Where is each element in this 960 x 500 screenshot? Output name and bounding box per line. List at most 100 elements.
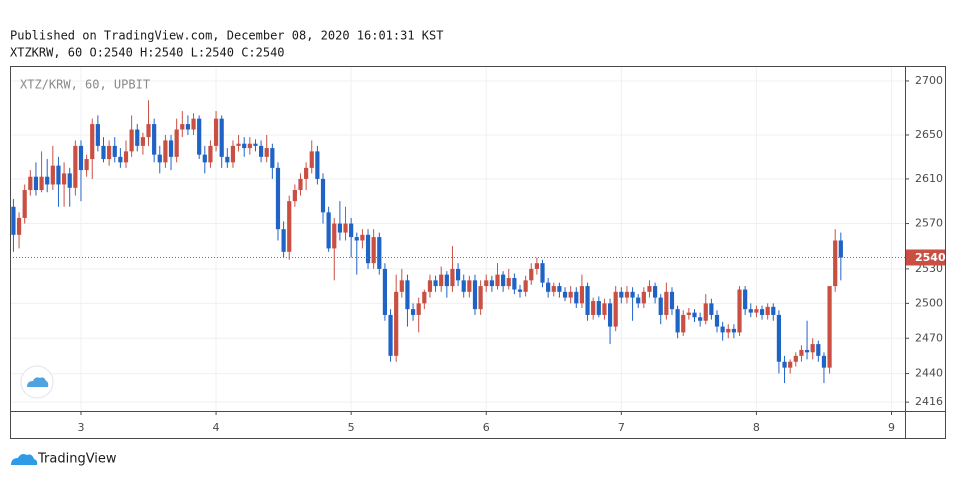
candle-body: [416, 303, 421, 315]
frame: [10, 66, 946, 439]
candle-body: [523, 280, 528, 292]
watermark: XTZ/KRW, 60, UPBIT: [20, 78, 150, 92]
candle-body: [579, 286, 585, 304]
candle-body: [765, 306, 770, 315]
candle-body: [759, 309, 765, 315]
candle-body: [709, 303, 714, 315]
candle-body: [332, 223, 337, 249]
candle-body: [726, 328, 731, 333]
y-tick-label: 2500: [915, 296, 943, 309]
candle-body: [174, 129, 179, 157]
candle-body: [90, 124, 95, 160]
candle-body: [304, 167, 309, 179]
candle-body: [320, 178, 326, 213]
candle-body: [95, 124, 100, 146]
candle-body: [810, 344, 815, 353]
candle-body: [101, 145, 106, 160]
candle-body: [636, 297, 641, 304]
candle-body: [602, 303, 607, 315]
candle-body: [146, 124, 151, 138]
candle-body: [247, 143, 252, 149]
candle-body: [568, 291, 573, 298]
candle-body: [714, 314, 720, 327]
published-line: Published on TradingView.com, December 0…: [10, 29, 443, 43]
candle-body: [11, 206, 16, 235]
candle-body: [354, 237, 359, 241]
candle-body: [208, 145, 213, 163]
candle-body: [641, 291, 646, 304]
candle-body: [652, 286, 658, 298]
candle-body: [776, 314, 782, 362]
x-tick-label: 3: [77, 421, 84, 434]
candle-body: [703, 303, 708, 321]
logo-button[interactable]: [20, 365, 54, 399]
candle-body: [681, 314, 686, 333]
candle-body: [433, 280, 438, 287]
candle-body: [489, 280, 494, 287]
candle-body: [236, 143, 241, 146]
candle-body: [326, 212, 331, 249]
candle-body: [388, 314, 393, 356]
candle-body: [472, 280, 478, 310]
logo-button-icon: [27, 377, 49, 387]
candle-body: [838, 240, 843, 258]
candle-body: [129, 129, 134, 152]
candle-body: [546, 282, 551, 292]
candle-body: [607, 303, 613, 327]
x-tick-label: 4: [213, 421, 220, 434]
candle-body: [202, 154, 207, 163]
y-tick-label: 2700: [915, 74, 943, 87]
candle-body: [833, 240, 838, 287]
x-tick-label: 8: [753, 421, 760, 434]
candle-body: [292, 190, 297, 202]
candle-body: [450, 268, 455, 287]
candle-body: [22, 190, 27, 218]
brand-icon: [11, 454, 38, 465]
candle-body: [371, 237, 376, 264]
candle-body: [748, 309, 753, 313]
candle-body: [45, 176, 50, 185]
candle-body: [275, 167, 281, 230]
candle-body: [737, 289, 742, 333]
y-tick-label: 2416: [915, 395, 943, 408]
candle-body: [506, 278, 511, 287]
candle-body: [591, 301, 596, 315]
candle-body: [377, 237, 382, 269]
candle-body: [658, 297, 663, 315]
candle-body: [669, 291, 675, 310]
candle-body: [360, 234, 365, 241]
candle-body: [270, 148, 275, 168]
candle-body: [827, 286, 832, 368]
candle-body: [821, 355, 827, 368]
last-price-badge: [906, 249, 945, 266]
candle-body: [33, 176, 39, 191]
candle-body: [574, 291, 579, 304]
candle-body: [455, 268, 461, 281]
symbol-line: XTZKRW, 60 O:2540 H:2540 L:2540 C:2540: [10, 46, 285, 60]
candle-body: [793, 355, 798, 362]
candle-body: [551, 286, 556, 292]
candle-body: [382, 268, 388, 315]
candle-body: [439, 274, 444, 287]
y-tick-label: 2470: [915, 331, 943, 344]
candle-body: [152, 124, 157, 155]
candle-body: [427, 280, 433, 292]
candle-body: [562, 291, 568, 298]
candle-body: [118, 156, 123, 163]
y-tick-label: 2440: [915, 367, 943, 380]
candle-body: [754, 309, 759, 313]
candle-body: [163, 140, 168, 163]
candle-body: [349, 223, 354, 238]
y-tick-label: 2650: [915, 128, 943, 141]
candle-body: [788, 361, 793, 368]
candle-body: [84, 159, 89, 171]
candle-body: [444, 274, 449, 287]
x-tick-label: 5: [348, 421, 355, 434]
candle-body: [399, 280, 404, 292]
candle-body: [112, 145, 117, 157]
candle-body: [287, 201, 292, 252]
candle-body: [191, 118, 196, 130]
candle-body: [56, 165, 61, 185]
